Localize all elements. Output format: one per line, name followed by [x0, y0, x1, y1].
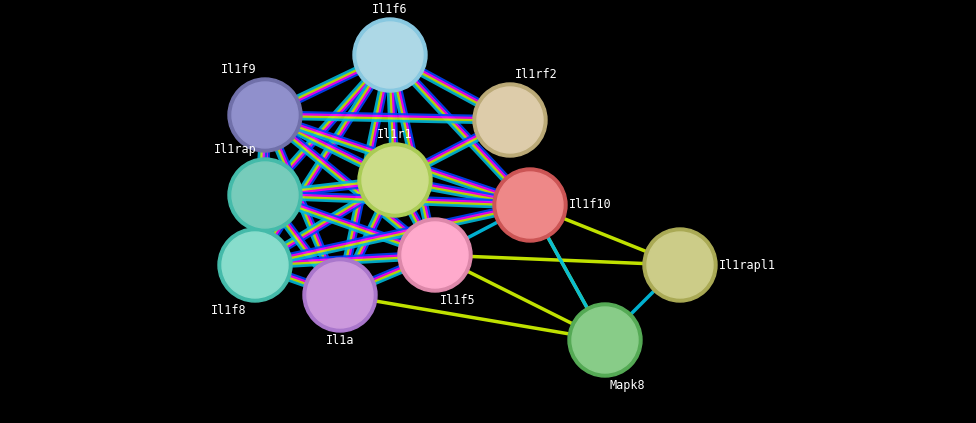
- Text: Il1rapl1: Il1rapl1: [719, 258, 776, 272]
- Text: Mapk8: Mapk8: [610, 379, 646, 392]
- Circle shape: [414, 233, 457, 277]
- Circle shape: [497, 172, 563, 238]
- Circle shape: [489, 99, 532, 141]
- Text: Il1f10: Il1f10: [569, 198, 612, 212]
- Circle shape: [643, 228, 717, 302]
- Circle shape: [232, 162, 298, 228]
- Circle shape: [357, 22, 423, 88]
- Circle shape: [659, 244, 702, 286]
- Circle shape: [369, 33, 412, 77]
- Circle shape: [647, 232, 713, 298]
- Text: Il1r1: Il1r1: [377, 128, 413, 141]
- Text: Il1f5: Il1f5: [440, 294, 475, 307]
- Circle shape: [218, 228, 292, 302]
- Text: Il1f8: Il1f8: [212, 304, 247, 317]
- Circle shape: [508, 184, 551, 226]
- Circle shape: [244, 93, 286, 137]
- Text: Il1a: Il1a: [326, 334, 354, 347]
- Circle shape: [353, 18, 427, 92]
- Circle shape: [572, 307, 638, 373]
- Circle shape: [233, 244, 276, 286]
- Text: Il1rap: Il1rap: [215, 143, 257, 156]
- Circle shape: [244, 173, 286, 217]
- Circle shape: [358, 143, 432, 217]
- Circle shape: [228, 78, 302, 152]
- Circle shape: [228, 158, 302, 232]
- Circle shape: [473, 83, 547, 157]
- Circle shape: [477, 87, 543, 153]
- Text: Il1f9: Il1f9: [222, 63, 257, 76]
- Circle shape: [303, 258, 377, 332]
- Circle shape: [232, 82, 298, 148]
- Circle shape: [402, 222, 468, 288]
- Circle shape: [584, 319, 627, 361]
- Text: Il1rf2: Il1rf2: [515, 68, 557, 81]
- Circle shape: [374, 159, 417, 201]
- Circle shape: [307, 262, 373, 328]
- Circle shape: [362, 147, 428, 213]
- Circle shape: [318, 274, 361, 316]
- Text: Il1f6: Il1f6: [372, 3, 408, 16]
- Circle shape: [568, 303, 642, 377]
- Circle shape: [493, 168, 567, 242]
- Circle shape: [398, 218, 472, 292]
- Circle shape: [222, 232, 288, 298]
